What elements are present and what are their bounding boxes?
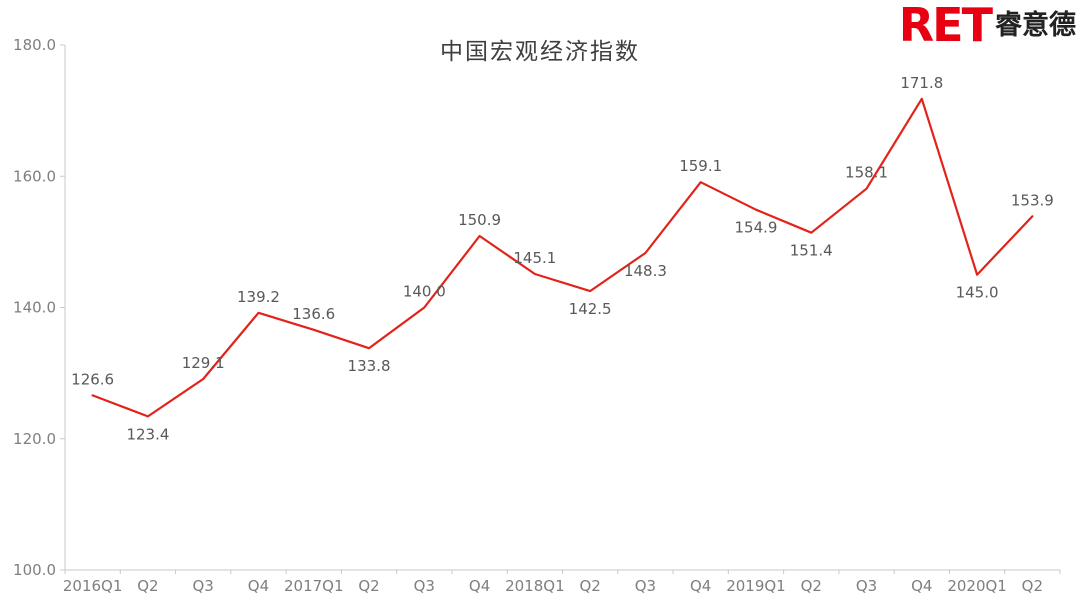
x-tick-label: Q3 [856, 577, 877, 595]
x-tick-label: Q2 [579, 577, 600, 595]
y-tick-label: 180.0 [13, 36, 56, 54]
data-point-label: 139.2 [237, 288, 280, 306]
data-point-label: 126.6 [71, 370, 114, 388]
x-tick-label: 2020Q1 [947, 577, 1007, 595]
x-tick-label: 2016Q1 [63, 577, 123, 595]
series-line [91, 97, 1034, 418]
ret-logo: RET 睿意德 [899, 2, 1076, 48]
x-tick-label: Q4 [690, 577, 711, 595]
x-tick-label: Q2 [801, 577, 822, 595]
x-tick-label: Q2 [358, 577, 379, 595]
x-tick-label: Q3 [635, 577, 656, 595]
x-tick-label: Q3 [414, 577, 435, 595]
data-point-label: 159.1 [679, 157, 722, 175]
data-point-label: 148.3 [624, 262, 667, 280]
x-tick-label: Q2 [137, 577, 158, 595]
data-point-label: 151.4 [790, 242, 833, 260]
x-tick-label: Q2 [1022, 577, 1043, 595]
chart-title: 中国宏观经济指数 [440, 39, 640, 65]
data-point-label: 154.9 [734, 219, 777, 237]
y-tick-label: 140.0 [13, 299, 56, 317]
data-point-label: 158.1 [845, 164, 888, 182]
data-point-label: 129.1 [182, 354, 225, 372]
data-point-label: 142.5 [569, 300, 612, 318]
x-tick-label: Q4 [248, 577, 269, 595]
y-tick-label: 160.0 [13, 167, 56, 185]
y-tick-label: 100.0 [13, 561, 56, 579]
data-point-label: 145.1 [513, 249, 556, 267]
data-point-label: 136.6 [292, 305, 335, 323]
data-point-label: 123.4 [126, 425, 169, 443]
x-tick-label: 2019Q1 [726, 577, 786, 595]
data-point-label: 150.9 [458, 211, 501, 229]
x-tick-label: 2017Q1 [284, 577, 344, 595]
y-tick-label: 120.0 [13, 430, 56, 448]
x-tick-label: Q4 [911, 577, 932, 595]
data-point-label: 171.8 [900, 74, 943, 92]
data-point-label: 153.9 [1011, 191, 1054, 209]
data-point-label: 140.0 [403, 283, 446, 301]
logo-chinese-text: 睿意德 [995, 9, 1076, 41]
logo-latin-text: RET [898, 0, 993, 52]
x-tick-label: Q4 [469, 577, 490, 595]
x-tick-label: Q3 [193, 577, 214, 595]
x-tick-label: 2018Q1 [505, 577, 565, 595]
data-point-label: 133.8 [348, 357, 391, 375]
data-point-label: 145.0 [956, 284, 999, 302]
